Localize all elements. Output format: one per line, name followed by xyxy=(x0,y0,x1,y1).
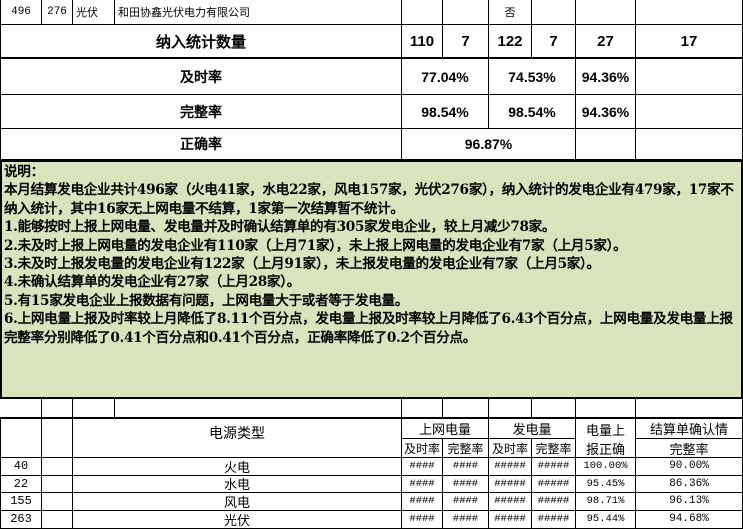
notes-line: 3.未及时上报发电量的发电企业有122家（上月91家），未上报发电量的发电企业有… xyxy=(4,256,600,273)
cell xyxy=(489,399,532,418)
row-value: 96.13% xyxy=(636,493,743,511)
cell xyxy=(576,129,636,160)
cell xyxy=(73,399,115,418)
notes-line: 1.能够按时上报上网电量、发电量并及时确认结算单的有305家发电企业，较上月减少… xyxy=(4,219,556,236)
row-power-type: 光伏 xyxy=(73,510,402,529)
gen-complete-header: 完整率 xyxy=(532,439,576,458)
count-cell: 7 xyxy=(443,25,489,58)
row-count: 155 xyxy=(0,493,42,511)
grid-complete-header: 完整率 xyxy=(443,439,489,458)
count-cell: 7 xyxy=(532,25,576,58)
row-value: ##### xyxy=(532,458,576,476)
row-value: #### xyxy=(402,493,443,511)
count-cell: 17 xyxy=(636,25,743,58)
row-power-type: 水电 xyxy=(73,475,402,493)
flag-cell: 否 xyxy=(489,0,532,25)
settle-complete-header: 完整率 xyxy=(636,439,743,458)
row-power-type: 风电 xyxy=(73,493,402,511)
cell xyxy=(42,475,73,493)
row-value: #### xyxy=(443,475,489,493)
row-value: 90.00% xyxy=(636,458,743,476)
cell xyxy=(402,0,443,25)
power-type-header: 电源类型 xyxy=(73,419,402,458)
row-count: 22 xyxy=(0,475,42,493)
cell xyxy=(42,419,73,458)
cell xyxy=(402,399,443,418)
row-value: #### xyxy=(443,458,489,476)
cell xyxy=(42,493,73,511)
row-value: ##### xyxy=(532,493,576,511)
row-value: #### xyxy=(402,510,443,529)
cell xyxy=(636,59,743,95)
gen-timely-header: 及时率 xyxy=(489,439,532,458)
correct-label: 正确率 xyxy=(0,129,402,160)
row-value: ##### xyxy=(489,458,532,476)
timely-label: 及时率 xyxy=(0,59,402,95)
grid-complete-rate: 98.54% xyxy=(402,95,489,129)
notes-box: 说明： 本月结算发电企业共计496家（火电41家，水电22家，风电157家，光伏… xyxy=(0,159,743,399)
grid-timely-rate: 77.04% xyxy=(402,59,489,95)
count-cell: 122 xyxy=(489,25,532,58)
power-type: 光伏 xyxy=(73,0,115,25)
company-name: 和田协鑫光伏电力有限公司 xyxy=(115,0,402,25)
row-value: #### xyxy=(402,475,443,493)
cell xyxy=(532,399,576,418)
row-value: ##### xyxy=(489,475,532,493)
row-value: 94.68% xyxy=(636,510,743,529)
row-count: 263 xyxy=(0,510,42,529)
row-value: ##### xyxy=(489,510,532,529)
cell xyxy=(636,95,743,129)
cell xyxy=(636,129,743,160)
cell xyxy=(443,0,489,25)
notes-line: 4.未确认结算单的发电企业有27家（上月28家）。 xyxy=(4,274,301,291)
row-value: ##### xyxy=(532,475,576,493)
row-value: 86.36% xyxy=(636,475,743,493)
notes-line: 6.上网电量上报及时率较上月降低了8.11个百分点，发电量上报及时率较上月降低了… xyxy=(4,311,733,346)
cell xyxy=(42,510,73,529)
row-value: 95.45% xyxy=(576,475,636,493)
row-value: ##### xyxy=(489,493,532,511)
cell xyxy=(42,458,73,476)
correct-header-top: 电量上 xyxy=(576,419,636,439)
cell xyxy=(0,399,42,418)
row-value: 100.00% xyxy=(576,458,636,476)
count-label: 纳入统计数量 xyxy=(0,25,402,58)
row-number: 496 xyxy=(0,0,42,25)
cell xyxy=(42,399,73,418)
row-value: #### xyxy=(443,493,489,511)
gen-timely-rate: 74.53% xyxy=(489,59,576,95)
settle-timely-rate: 94.36% xyxy=(576,59,636,95)
gen-energy-header: 发电量 xyxy=(489,419,576,439)
row-power-type: 火电 xyxy=(73,458,402,476)
grid-timely-header: 及时率 xyxy=(402,439,443,458)
gen-complete-rate: 98.54% xyxy=(489,95,576,129)
count-cell: 110 xyxy=(402,25,443,58)
sub-number: 276 xyxy=(42,0,73,25)
row-value: #### xyxy=(402,458,443,476)
row-value: 98.71% xyxy=(576,493,636,511)
row-value: #### xyxy=(443,510,489,529)
cell xyxy=(636,0,743,25)
cell xyxy=(576,399,636,418)
notes-line: 5.有15家发电企业上报数据有问题，上网电量大于或者等于发电量。 xyxy=(4,292,409,309)
notes-line: 2.未及时上报上网电量的发电企业有110家（上月71家），未上报上网电量的发电企… xyxy=(4,237,627,254)
cell xyxy=(576,0,636,25)
cell xyxy=(532,0,576,25)
notes-line: 本月结算发电企业共计496家（火电41家，水电22家，风电157家，光伏276家… xyxy=(4,182,734,217)
cell xyxy=(115,399,402,418)
notes-title: 说明： xyxy=(4,164,44,180)
correct-header-bottom: 报正确 xyxy=(576,439,636,458)
grid-energy-header: 上网电量 xyxy=(402,419,489,439)
cell xyxy=(636,399,743,418)
row-value: ##### xyxy=(532,510,576,529)
complete-label: 完整率 xyxy=(0,95,402,129)
cell xyxy=(0,419,42,458)
settle-header: 结算单确认情 xyxy=(636,419,743,439)
count-cell: 27 xyxy=(576,25,636,58)
correct-rate: 96.87% xyxy=(402,129,576,160)
cell xyxy=(443,399,489,418)
settle-complete-rate: 94.36% xyxy=(576,95,636,129)
row-value: 95.44% xyxy=(576,510,636,529)
row-count: 40 xyxy=(0,458,42,476)
